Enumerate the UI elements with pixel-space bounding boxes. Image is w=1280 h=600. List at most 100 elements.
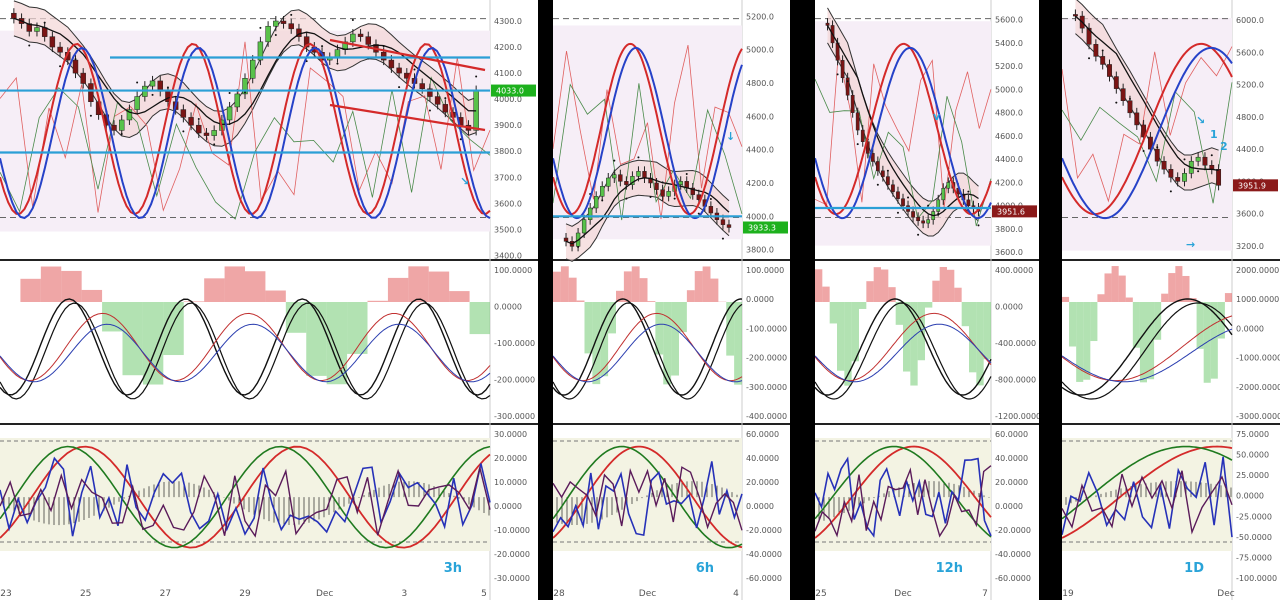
osc1-hist-bar <box>888 287 896 302</box>
price-tick-label: 5600.0 <box>995 16 1023 25</box>
candle <box>80 68 86 89</box>
osc2-tick-label: 0.0000 <box>494 502 522 511</box>
osc1-tick-label: -400.0000 <box>746 412 787 421</box>
osc1-hist-bar <box>1069 302 1077 347</box>
candle <box>594 191 599 213</box>
candle <box>196 120 202 138</box>
osc1-tick-label: 0.0000 <box>1236 324 1264 333</box>
candle <box>1202 152 1208 171</box>
candle <box>249 55 256 84</box>
osc2-tick-label: 20.0000 <box>746 478 779 487</box>
price-tick-label: 3400.0 <box>494 251 522 260</box>
osc1-hist-bar <box>647 301 656 302</box>
candle <box>726 219 732 233</box>
osc1-hist-bar <box>1118 275 1126 302</box>
candle <box>434 91 441 110</box>
spike-line-red <box>815 51 992 208</box>
psar-dot <box>336 62 339 65</box>
osc2-tick-label: 40.0000 <box>995 454 1028 463</box>
candle <box>708 201 714 218</box>
price-tick-label: 4000.0 <box>746 212 774 221</box>
osc1-hist-bar <box>1196 302 1204 349</box>
osc2-tick-label: 75.0000 <box>1236 430 1269 439</box>
psar-dot <box>213 143 216 146</box>
price-tick-label: 3700.0 <box>494 173 522 182</box>
candle <box>49 31 56 53</box>
moving-average <box>565 177 730 245</box>
osc1-hist-bar <box>702 266 711 302</box>
osc2-line-purple <box>553 466 743 531</box>
price-tick-label: 4200.0 <box>995 178 1023 187</box>
price-tag: 4033.0 <box>496 87 524 96</box>
moving-average <box>826 25 979 217</box>
osc2-tick-label: 30.0000 <box>494 430 527 439</box>
osc1-line-black-2 <box>815 302 992 400</box>
candle <box>916 212 920 226</box>
x-tick-label: 19 <box>1062 589 1074 599</box>
osc1-hist-bar <box>1210 302 1218 379</box>
timeframe-label: 1D <box>1184 561 1204 576</box>
candle <box>11 8 17 24</box>
candle <box>1086 23 1092 50</box>
candle <box>265 21 271 47</box>
envelope-lower <box>565 194 730 262</box>
candle <box>427 83 433 102</box>
psar-dot <box>649 196 652 198</box>
osc1-hist-bar <box>844 302 852 386</box>
candle <box>870 148 875 167</box>
psar-dot <box>259 26 262 29</box>
osc1-hist-bar <box>616 290 624 302</box>
osc2-tick-label: 0.0000 <box>995 502 1023 511</box>
candle <box>119 114 125 136</box>
price-tag-bg <box>992 205 1037 218</box>
osc1-hist-bar <box>285 302 307 333</box>
osc1-tick-label: -300.0000 <box>746 383 787 392</box>
timeframe-label: 3h <box>444 561 462 576</box>
osc2-line-blue <box>553 461 743 537</box>
chart-svg-1D: ↘12→6000.05600.05200.04800.04400.04000.0… <box>1062 0 1280 600</box>
osc2-tick-label: -10.0000 <box>494 526 530 535</box>
candle <box>396 62 402 79</box>
candle <box>606 173 611 192</box>
psar-dot <box>661 181 664 184</box>
osc1-hist-bar <box>576 300 585 302</box>
osc1-hist-bar <box>866 281 874 302</box>
price-tick-label: 4100.0 <box>494 69 522 78</box>
osc1-tick-label: -1000.0000 <box>1236 354 1280 363</box>
candle <box>875 156 880 176</box>
psar-dot <box>1128 97 1131 100</box>
wave-label-1: 1 <box>1210 128 1218 141</box>
price-tick-label: 4600.0 <box>746 112 774 121</box>
osc1-tick-label: 100.0000 <box>494 266 532 275</box>
osc1-tick-label: -3000.0000 <box>1236 412 1280 421</box>
candle <box>296 23 302 42</box>
osc2-tick-label: -30.0000 <box>494 574 530 583</box>
stoch-blue <box>1062 46 1233 220</box>
osc1-hist-bar <box>932 280 940 302</box>
psar-dot <box>1210 154 1213 157</box>
osc1-hist-bar <box>910 302 918 386</box>
price-tick-label: 3800.0 <box>746 246 774 255</box>
price-tick-label: 4800.0 <box>746 79 774 88</box>
osc1-hist-bar <box>1076 302 1084 382</box>
osc1-tick-label: -1200.0000 <box>995 412 1039 421</box>
stoch-blue <box>0 46 491 220</box>
spike-line-red <box>0 41 491 213</box>
x-tick-label: Dec <box>1217 589 1234 599</box>
x-tick-label: 28 <box>553 589 565 599</box>
candle <box>188 112 194 131</box>
price-tick-label: 4000.0 <box>494 95 522 104</box>
osc1-line-black <box>553 298 743 396</box>
price-tag-bg <box>491 84 536 97</box>
osc1-hist-bar <box>428 271 450 302</box>
osc1-tick-label: -200.0000 <box>746 354 787 363</box>
candle <box>211 125 217 141</box>
candle <box>896 186 900 204</box>
osc1-hist-bar <box>694 271 703 302</box>
osc1-tick-label: -100.0000 <box>746 324 787 333</box>
candle <box>149 75 156 92</box>
psar-dot <box>382 45 385 48</box>
stoch-red <box>553 42 743 216</box>
psar-dot <box>1142 150 1145 153</box>
